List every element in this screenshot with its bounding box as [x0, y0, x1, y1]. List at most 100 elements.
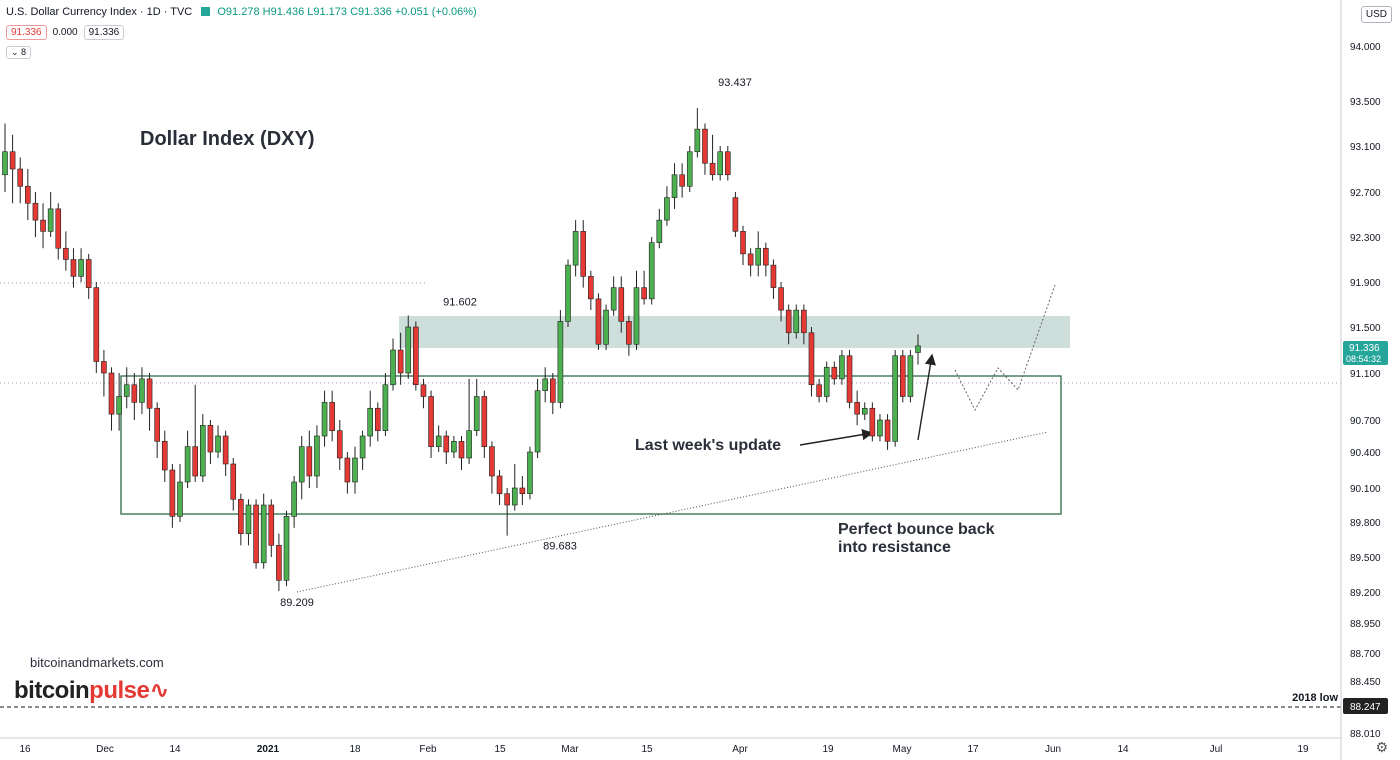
candle-body — [610, 287, 617, 311]
x-tick-label: Jul — [1210, 744, 1223, 755]
candle-body — [413, 326, 419, 386]
candle-body — [306, 446, 313, 477]
candle-body — [907, 355, 914, 397]
y-tick-label: 91.900 — [1350, 278, 1381, 289]
indicators-toggle[interactable]: ⌄ 8 — [6, 46, 32, 59]
candle-body — [161, 441, 168, 471]
low-2018-badge — [1343, 698, 1388, 714]
candle-body — [626, 321, 632, 345]
candle-body — [47, 208, 54, 232]
watermark-logo: bitcoinpulse∿ — [14, 676, 169, 705]
candle-body — [633, 287, 640, 345]
candle-body — [481, 396, 488, 447]
candle-body — [314, 435, 320, 477]
candle-body — [694, 128, 701, 153]
x-tick-label: Feb — [419, 744, 437, 755]
candle-body — [70, 259, 77, 277]
candle-body — [253, 504, 259, 564]
candle-body — [496, 475, 503, 494]
candle-body — [200, 425, 206, 477]
candle-body — [359, 435, 366, 459]
candle-body — [686, 151, 693, 187]
indicator-count: 8 — [21, 47, 27, 57]
symbol-header: U.S. Dollar Currency Index · 1D · TVC O9… — [6, 6, 477, 18]
candle-body — [763, 247, 769, 266]
candle-body — [390, 349, 396, 386]
x-tick-label: 19 — [1297, 744, 1309, 755]
pulse-icon: ∿ — [149, 677, 169, 704]
symbol-title: U.S. Dollar Currency Index · 1D · TVC — [6, 6, 193, 18]
candle-body — [603, 309, 609, 345]
x-tick-label: 15 — [641, 744, 653, 755]
candle-body — [154, 407, 160, 442]
logo-text-a: bitcoin — [14, 677, 90, 704]
currency-button[interactable]: USD — [1360, 6, 1392, 23]
y-tick-label: 88.010 — [1350, 729, 1381, 740]
candle-body — [230, 463, 237, 500]
resistance-zone — [399, 316, 1070, 348]
annotation-last-week: Last week's update — [635, 437, 782, 454]
arrow-last-week — [799, 429, 874, 446]
candle-body — [656, 219, 663, 243]
candle-body — [2, 151, 8, 176]
candle-body — [420, 384, 427, 397]
candle-body — [139, 378, 145, 403]
settings-gear-icon[interactable]: ⚙ — [1375, 739, 1388, 755]
candle-body — [755, 247, 762, 266]
x-tick-label: 14 — [1117, 744, 1129, 755]
candle-body — [344, 457, 351, 483]
candle-body — [245, 504, 252, 534]
buy-price-chip[interactable]: 91.336 — [83, 25, 125, 40]
candle-body — [580, 231, 587, 277]
candle-body — [428, 396, 434, 447]
candle-body — [177, 481, 183, 517]
chart-annotation-title: Dollar Index (DXY) — [140, 128, 315, 150]
sell-price-chip[interactable]: 91.336 — [6, 25, 47, 40]
ohlc-readout: O91.278 H91.436 L91.173 C91.336 +0.051 (… — [217, 6, 477, 18]
y-tick-label: 89.200 — [1350, 588, 1381, 599]
candle-body — [732, 197, 739, 232]
candle-body — [451, 441, 457, 453]
candle-body — [770, 264, 777, 288]
y-tick-label: 92.700 — [1350, 188, 1381, 199]
candle-body — [572, 231, 579, 266]
logo-text-b: pulse — [89, 677, 150, 704]
candle-body — [298, 446, 305, 483]
low-2018-value: 88.247 — [1350, 702, 1381, 713]
candle-body — [519, 487, 526, 494]
y-tick-label: 88.950 — [1350, 619, 1381, 630]
candle-body — [382, 384, 389, 431]
candle-body — [123, 384, 130, 397]
candle-body — [899, 355, 906, 397]
candle-body — [169, 469, 176, 517]
candle-body — [321, 402, 328, 437]
candle-body — [618, 287, 625, 322]
candle-body — [443, 435, 450, 453]
candle-body — [877, 419, 883, 437]
candle-body — [215, 435, 221, 453]
x-tick-label: May — [893, 744, 912, 755]
candle-body — [641, 287, 647, 300]
candle-body — [329, 402, 335, 431]
bar-countdown: 08:54:32 — [1346, 354, 1381, 364]
market-status-icon — [201, 7, 211, 16]
candle-body — [9, 151, 16, 170]
candle-body — [93, 287, 100, 362]
candle-body — [648, 242, 655, 300]
candle-body — [664, 197, 670, 221]
candle-body — [25, 185, 31, 204]
candle-body — [63, 247, 69, 260]
candle-body — [778, 287, 784, 311]
candle-body — [375, 407, 381, 431]
candle-body — [260, 504, 267, 564]
candle-body — [55, 208, 62, 249]
annotation-bounce-line1: Perfect bounce back — [838, 521, 995, 538]
candle-body — [101, 361, 107, 374]
candle-body — [466, 430, 472, 459]
candle-body — [702, 128, 708, 164]
support-trendline — [296, 431, 1049, 593]
candle-body — [717, 151, 723, 176]
candle-body — [291, 481, 297, 517]
last-price-badge — [1343, 341, 1388, 365]
